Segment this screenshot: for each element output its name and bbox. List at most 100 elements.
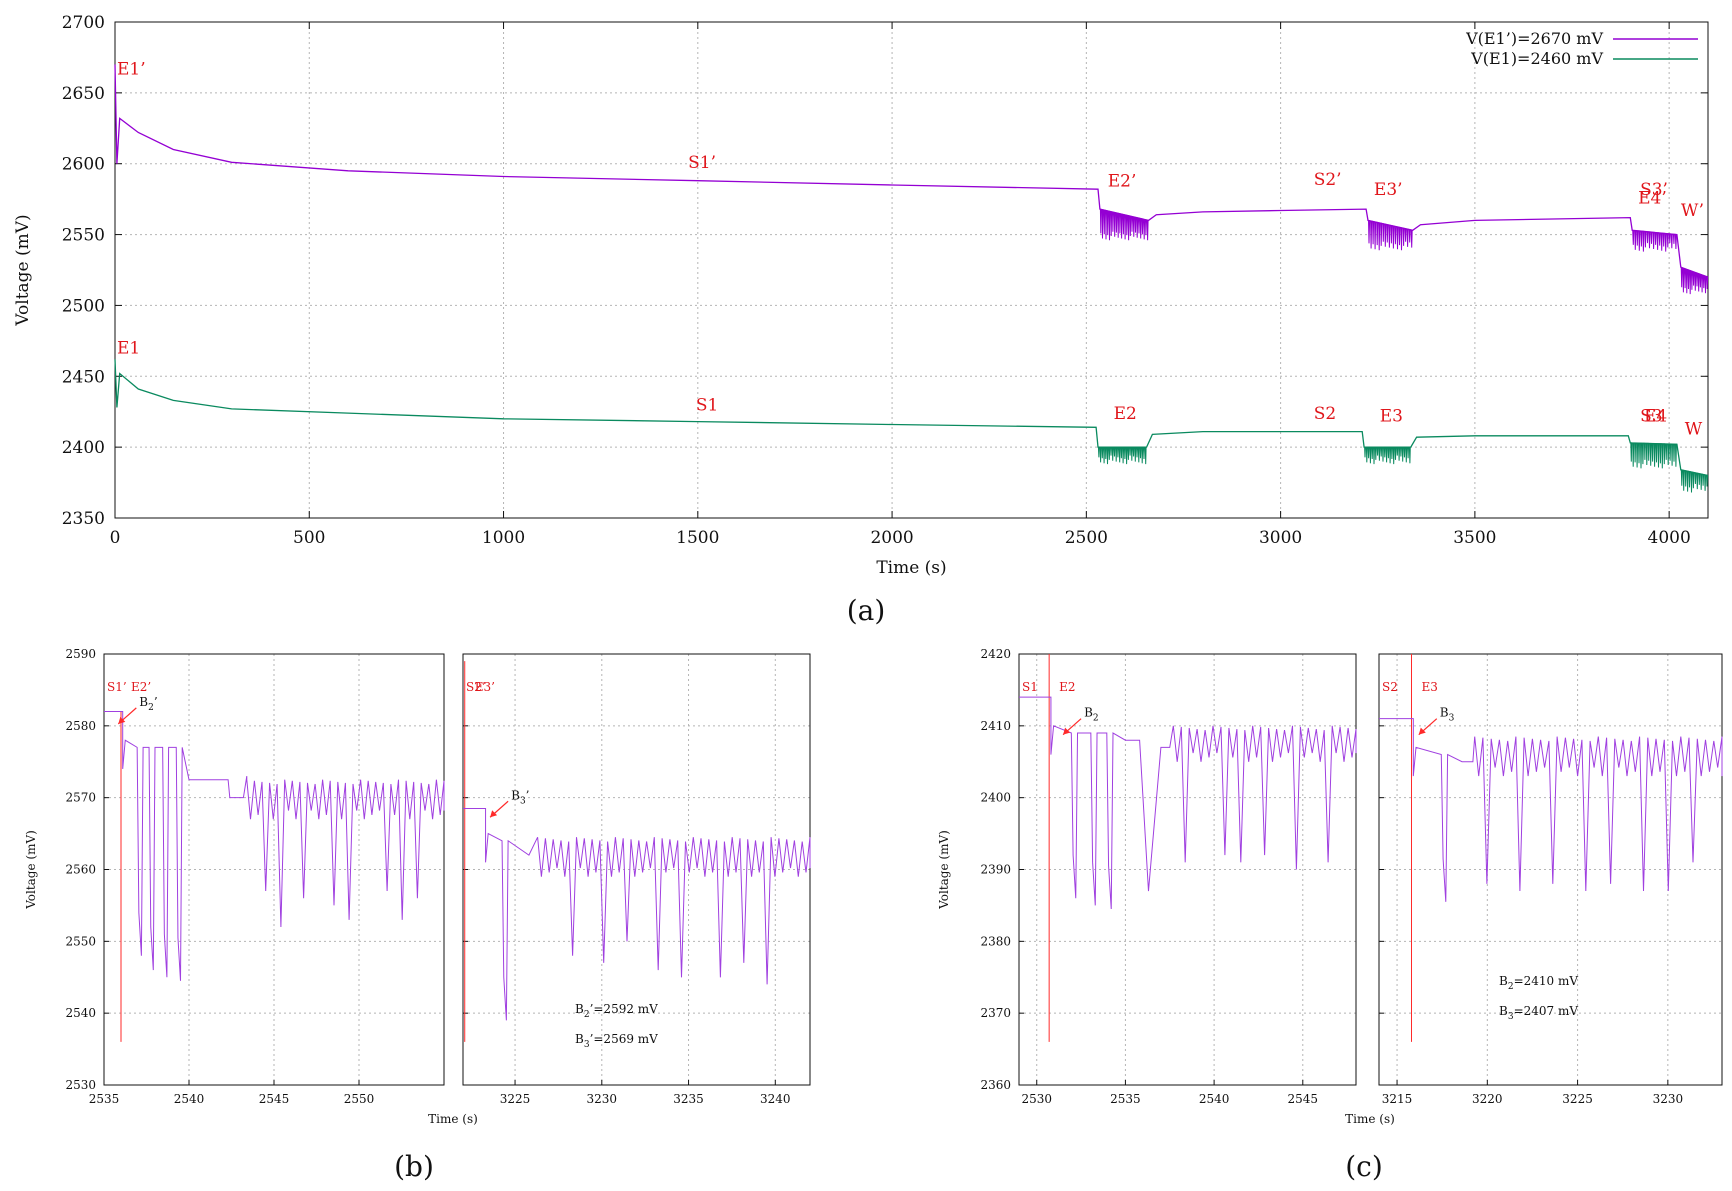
- chart-c-note: B2=2410 mV: [1499, 974, 1578, 992]
- chart-a-annotation: W: [1685, 419, 1703, 439]
- chart-a-ytick-label: 2500: [62, 296, 105, 316]
- chart-b-xtick-label: 3225: [500, 1092, 531, 1106]
- chart-a-xlabel: Time (s): [876, 558, 946, 578]
- chart-c: 2530 2535 2540 2545 2360 2370 2380 2390 2400 2410…: [937, 647, 1723, 1183]
- chart-a-xtick-label: 1500: [676, 528, 719, 548]
- chart-a-oscillation-1: [1632, 229, 1677, 252]
- chart-b-subpanel: 3225 3230 3235 3240 S2’E3’ B3’: [462, 653, 811, 1106]
- chart-a: 0 500 1000 1500 2000 2500 3000 3500 4000 2350 2400…: [13, 13, 1709, 627]
- chart-a-panel-label: (a): [847, 594, 886, 627]
- chart-a-annotation: S3: [1640, 407, 1662, 427]
- chart-a-oscillation-2: [1630, 442, 1677, 469]
- chart-c-panel-label: (c): [1345, 1150, 1383, 1183]
- chart-b-ytick-label: 2560: [65, 863, 96, 877]
- chart-a-xtick-label: 2500: [1065, 528, 1108, 548]
- chart-a-annotation: E4: [1644, 407, 1667, 427]
- chart-b-panel-label: (b): [394, 1150, 434, 1183]
- chart-b-subpanel: 2535 2540 2545 2550 2530 2540 2550 2560 2570 2580…: [65, 647, 445, 1106]
- chart-a-ytick-label: 2450: [62, 367, 105, 387]
- chart-b-ylabel: Voltage (mV): [24, 830, 38, 910]
- chart-a-series-line-1: [114, 64, 1709, 278]
- chart-a-ytick-label: 2650: [62, 84, 105, 104]
- chart-c-callout-arrowhead: [1063, 727, 1071, 735]
- chart-b-callout-label: B3’: [511, 788, 529, 806]
- chart-b-xtick-label: 3235: [673, 1092, 704, 1106]
- chart-b-frame: [462, 653, 811, 1086]
- chart-c-subpanel: 2530 2535 2540 2545 2360 2370 2380 2390 2400 2410…: [980, 647, 1357, 1106]
- chart-b-xtick-label: 2545: [259, 1092, 290, 1106]
- chart-b-xtick-label: 2540: [174, 1092, 205, 1106]
- chart-c-ytick-label: 2410: [980, 719, 1011, 733]
- chart-c-ytick-label: 2420: [980, 647, 1011, 661]
- chart-c-note: B3=2407 mV: [1499, 1004, 1578, 1022]
- chart-a-frame: [114, 21, 1709, 519]
- chart-a-ytick-label: 2550: [62, 226, 105, 246]
- chart-c-xlabel: Time (s): [1345, 1112, 1395, 1126]
- chart-b-signal-trace: [104, 710, 445, 981]
- chart-c-xtick-label: 2540: [1199, 1092, 1230, 1106]
- chart-b: 2535 2540 2545 2550 2530 2540 2550 2560 2570 2580…: [24, 647, 811, 1183]
- chart-b-xtick-label: 3230: [587, 1092, 618, 1106]
- chart-a-xtick-label: 1000: [482, 528, 525, 548]
- chart-c-callout-arrowhead: [1418, 727, 1426, 735]
- chart-c-event-label: E2: [1059, 680, 1075, 694]
- chart-a-oscillation-1: [1367, 219, 1413, 251]
- chart-a-annotation: E2’: [1108, 171, 1137, 191]
- chart-c-callout-label: B2: [1084, 706, 1099, 724]
- chart-c-ytick-label: 2370: [980, 1006, 1011, 1020]
- chart-a-xtick-label: 500: [293, 528, 325, 548]
- chart-a-ytick-label: 2700: [62, 13, 105, 33]
- chart-b-ytick-label: 2550: [65, 934, 96, 948]
- chart-a-legend-label: V(E1)=2460 mV: [1470, 49, 1603, 68]
- chart-a-legend-label: V(E1’)=2670 mV: [1465, 29, 1603, 48]
- chart-b-callout-label: B2’: [139, 695, 157, 713]
- chart-c-ylabel: Voltage (mV): [937, 830, 951, 910]
- chart-c-ytick-label: 2400: [980, 791, 1011, 805]
- chart-a-oscillation-1: [1680, 266, 1709, 295]
- chart-a-ytick-label: 2350: [62, 509, 105, 529]
- chart-b-event-label: S1’: [107, 680, 127, 694]
- chart-a-xtick-label: 2000: [870, 528, 913, 548]
- chart-a-oscillation-1: [1099, 208, 1149, 241]
- chart-c-ytick-label: 2390: [980, 863, 1011, 877]
- chart-c-xtick-label: 2535: [1110, 1092, 1141, 1106]
- chart-c-event-label: S2: [1382, 680, 1398, 694]
- chart-c-xtick-label: 3225: [1562, 1092, 1593, 1106]
- chart-c-callout-label: B3: [1440, 706, 1455, 724]
- chart-a-annotation: S1’: [688, 153, 716, 173]
- chart-b-xtick-label: 2550: [344, 1092, 375, 1106]
- chart-a-annotation: E4’: [1638, 188, 1667, 208]
- chart-b-callout-arrowhead: [490, 810, 498, 818]
- chart-c-xtick-label: 3230: [1653, 1092, 1684, 1106]
- chart-c-signal-trace: [1019, 696, 1357, 910]
- chart-b-xlabel: Time (s): [428, 1112, 478, 1126]
- chart-b-note: B2’=2592 mV: [575, 1002, 658, 1020]
- chart-a-annotation: E3’: [1374, 180, 1403, 200]
- chart-c-event-label: S1: [1022, 680, 1038, 694]
- chart-b-ytick-label: 2580: [65, 719, 96, 733]
- chart-c-xtick-label: 3220: [1472, 1092, 1503, 1106]
- chart-a-oscillation-2: [1364, 446, 1411, 465]
- chart-b-xtick-label: 2535: [89, 1092, 120, 1106]
- chart-a-annotation: W’: [1681, 201, 1704, 221]
- chart-a-annotation: E3: [1380, 407, 1403, 427]
- chart-a-annotation: E1’: [117, 59, 146, 79]
- chart-b-event-label: E2’: [131, 680, 151, 694]
- chart-a-series-line-2: [114, 359, 1709, 477]
- chart-a-xtick-label: 4000: [1648, 528, 1691, 548]
- chart-b-callout-arrowhead: [118, 716, 126, 724]
- chart-b-ytick-label: 2590: [65, 647, 96, 661]
- chart-a-xtick-label: 3500: [1453, 528, 1496, 548]
- chart-c-xtick-label: 2530: [1021, 1092, 1052, 1106]
- chart-a-xtick-label: 0: [110, 528, 121, 548]
- chart-b-event-label: S2’: [466, 680, 486, 694]
- chart-a-annotation: S2’: [1314, 170, 1342, 190]
- chart-c-ytick-label: 2380: [980, 934, 1011, 948]
- chart-b-ytick-label: 2570: [65, 791, 96, 805]
- chart-a-annotation: S2: [1314, 404, 1336, 424]
- chart-a-ytick-label: 2400: [62, 438, 105, 458]
- chart-c-xtick-label: 2545: [1288, 1092, 1319, 1106]
- chart-a-annotation: S1: [696, 395, 718, 415]
